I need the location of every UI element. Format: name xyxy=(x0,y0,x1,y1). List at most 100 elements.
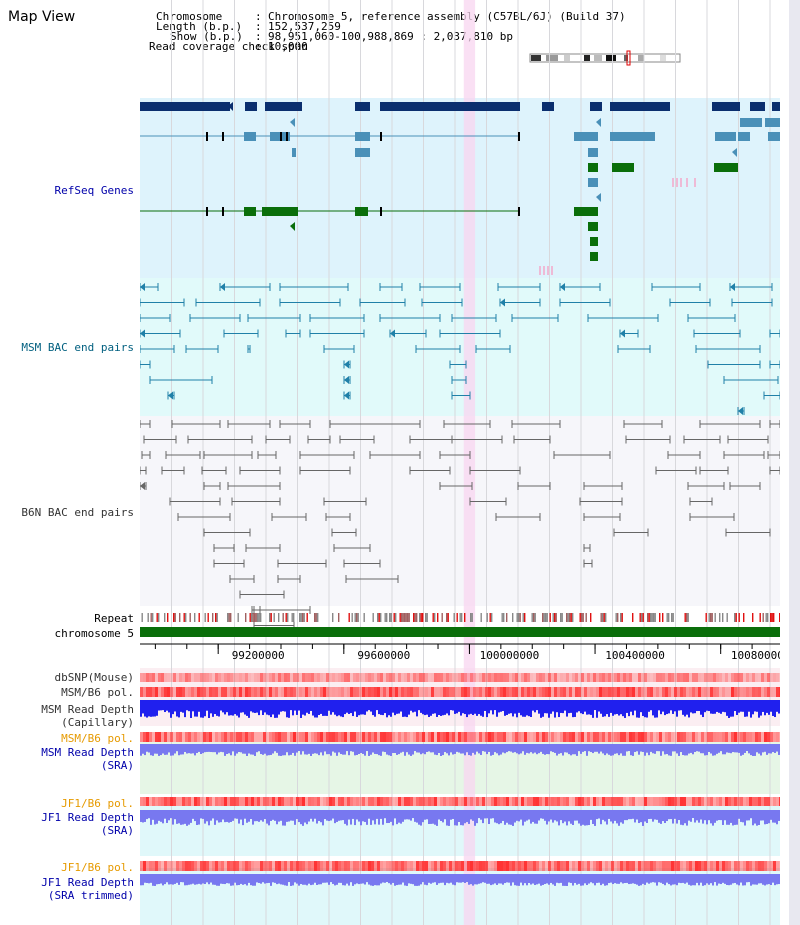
polymorphism-cell xyxy=(173,687,176,697)
read-depth-bar xyxy=(634,810,636,823)
read-depth-bar xyxy=(562,810,564,824)
polymorphism-cell xyxy=(596,861,599,871)
dbsnp-cell xyxy=(245,673,248,682)
read-depth-bar xyxy=(766,700,768,713)
polymorphism-cell xyxy=(464,732,467,742)
dbsnp-cell xyxy=(152,673,155,682)
polymorphism-cell xyxy=(776,687,779,697)
read-depth-bar xyxy=(168,744,170,753)
repeat-element xyxy=(581,613,583,622)
read-depth-bar xyxy=(376,874,378,886)
read-depth-bar xyxy=(336,744,338,756)
polymorphism-cell xyxy=(722,861,725,871)
read-depth-bar xyxy=(304,700,306,716)
polymorphism-cell xyxy=(527,687,530,697)
polymorphism-cell xyxy=(779,732,780,742)
polymorphism-cell xyxy=(632,732,635,742)
polymorphism-cell xyxy=(167,861,170,871)
vertical-scrollbar[interactable] xyxy=(780,0,800,925)
dbsnp-cell xyxy=(596,673,599,682)
polymorphism-cell xyxy=(581,861,584,871)
read-depth-bar xyxy=(268,744,270,756)
gene-strand-arrow xyxy=(228,102,233,111)
polymorphism-cell xyxy=(713,861,716,871)
read-depth-bar xyxy=(266,700,268,715)
read-depth-bar xyxy=(470,874,472,885)
polymorphism-cell xyxy=(407,861,410,871)
read-depth-bar xyxy=(526,700,528,716)
polymorphism-cell xyxy=(221,732,224,742)
repeat-element xyxy=(204,613,206,622)
dbsnp-cell xyxy=(548,673,551,682)
polymorphism-cell xyxy=(284,797,287,806)
polymorphism-cell xyxy=(566,732,569,742)
polymorphism-cell xyxy=(743,687,746,697)
read-depth-bar xyxy=(376,700,378,711)
polymorphism-cell xyxy=(323,732,326,742)
read-depth-bar xyxy=(670,744,672,756)
polymorphism-cell xyxy=(770,732,773,742)
polymorphism-cell xyxy=(599,732,602,742)
polymorphism-cell xyxy=(383,687,386,697)
read-depth-bar xyxy=(178,744,180,756)
read-depth-bar xyxy=(506,810,508,823)
polymorphism-cell xyxy=(716,861,719,871)
dbsnp-cell xyxy=(389,673,392,682)
polymorphism-cell xyxy=(248,732,251,742)
polymorphism-cell xyxy=(548,732,551,742)
read-depth-bar xyxy=(220,700,222,711)
read-depth-bar xyxy=(764,700,766,716)
read-depth-bar xyxy=(556,744,558,756)
read-depth-bar xyxy=(628,744,630,752)
polymorphism-cell xyxy=(761,861,764,871)
polymorphism-cell xyxy=(380,687,383,697)
dbsnp-cell xyxy=(737,673,740,682)
polymorphism-cell xyxy=(347,687,350,697)
dbsnp-cell xyxy=(611,673,614,682)
dbsnp-cell xyxy=(296,673,299,682)
read-depth-bar xyxy=(206,744,208,752)
read-depth-bar xyxy=(178,700,180,718)
read-depth-bar xyxy=(454,744,456,754)
polymorphism-cell xyxy=(152,687,155,697)
read-depth-bar xyxy=(776,874,778,885)
read-depth-bar xyxy=(402,700,404,717)
polymorphism-cell xyxy=(239,861,242,871)
repeat-element xyxy=(516,613,518,622)
genome-viewer-canvas[interactable]: 99200000 99600000 100000000 100400000 100800… xyxy=(140,0,780,925)
polymorphism-cell xyxy=(140,861,143,871)
read-depth-bar xyxy=(326,874,328,883)
repeat-element xyxy=(314,613,316,622)
polymorphism-cell xyxy=(188,861,191,871)
read-depth-bar xyxy=(440,700,442,716)
polymorphism-cell xyxy=(440,797,443,806)
polymorphism-cell xyxy=(335,687,338,697)
repeat-element xyxy=(615,613,617,622)
dbsnp-cell xyxy=(161,673,164,682)
gene-exon xyxy=(772,102,780,111)
polymorphism-cell xyxy=(305,797,308,806)
track-label-jf1-b6-pol-2: JF1/B6 pol. xyxy=(61,861,134,874)
read-depth-bar xyxy=(502,874,504,885)
polymorphism-cell xyxy=(533,687,536,697)
read-depth-bar xyxy=(512,700,514,717)
read-depth-bar xyxy=(640,744,642,752)
read-depth-bar xyxy=(394,744,396,753)
page-title: Map View xyxy=(8,9,76,25)
read-depth-bar xyxy=(702,700,704,718)
polymorphism-cell xyxy=(689,687,692,697)
read-depth-bar xyxy=(350,744,352,752)
repeat-element xyxy=(641,613,643,622)
read-depth-bar xyxy=(408,810,410,820)
chromosome-ideogram[interactable] xyxy=(528,50,684,66)
read-depth-bar xyxy=(218,810,220,823)
read-depth-bar xyxy=(492,874,494,885)
read-depth-bar xyxy=(536,744,538,755)
read-depth-bar xyxy=(756,810,758,826)
polymorphism-cell xyxy=(617,732,620,742)
polymorphism-cell xyxy=(761,797,764,806)
polymorphism-cell xyxy=(206,687,209,697)
dbsnp-cell xyxy=(233,673,236,682)
polymorphism-cell xyxy=(347,797,350,806)
polymorphism-cell xyxy=(434,861,437,871)
